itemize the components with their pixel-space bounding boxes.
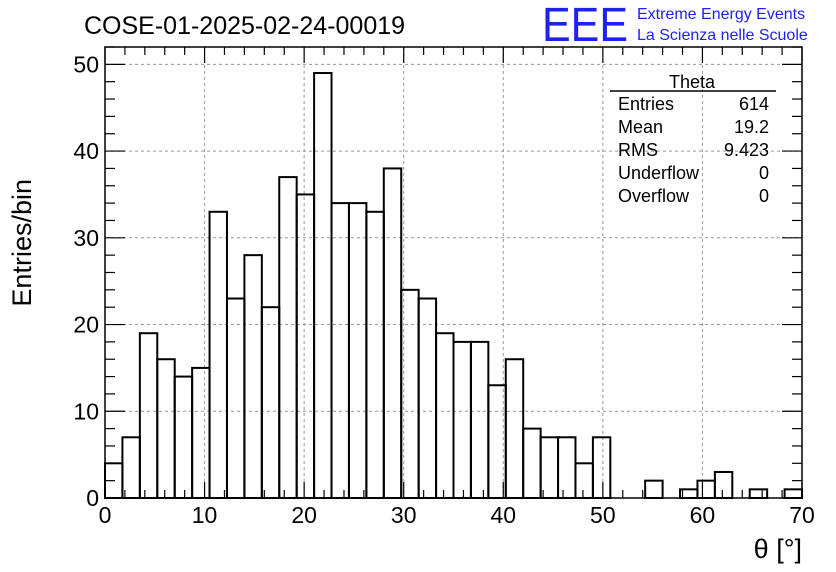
histogram-bin xyxy=(574,462,594,499)
histogram-bin xyxy=(504,358,525,499)
stats-label: Underflow xyxy=(618,163,700,183)
x-tick-label: 70 xyxy=(789,502,815,528)
histogram-bin xyxy=(121,436,141,499)
histogram-bin xyxy=(539,436,560,499)
histogram-bin xyxy=(644,479,664,499)
eee-logo: EEE Extreme Energy Events La Scienza nel… xyxy=(542,0,808,52)
histogram-bin xyxy=(591,436,612,499)
histogram-bin xyxy=(469,340,490,499)
y-axis-label: Entries/bin xyxy=(7,179,37,307)
histogram-bin xyxy=(313,72,333,500)
x-tick-label: 60 xyxy=(690,502,716,528)
histogram-bin xyxy=(382,167,403,500)
logo-line2: La Scienza nelle Scuole xyxy=(637,27,808,44)
plot-frame xyxy=(104,46,803,499)
histogram-bin xyxy=(225,297,246,499)
chart-title: COSE-01-2025-02-24-00019 xyxy=(84,12,405,40)
stats-value: 0 xyxy=(759,186,769,206)
stats-label: RMS xyxy=(618,140,658,160)
x-tick-label: 10 xyxy=(192,502,218,528)
y-tick-label: 50 xyxy=(73,51,99,77)
histogram-bin xyxy=(330,202,350,499)
y-tick-label: 0 xyxy=(86,485,99,511)
histogram-bin xyxy=(417,297,438,499)
tick-labels: 0 10 20 30 40 50 60 70 0 10 20 30 40 50 xyxy=(73,51,814,528)
stats-box: Theta Entries 614 Mean 19.2 RMS 9.423 Un… xyxy=(610,72,776,206)
y-tick-label: 20 xyxy=(73,312,99,338)
x-axis-label: θ [°] xyxy=(754,534,802,564)
histogram-bin xyxy=(278,176,298,499)
histogram-bin xyxy=(260,306,281,500)
histogram-bin xyxy=(400,288,420,499)
histogram-bin xyxy=(156,358,176,499)
histogram-bin xyxy=(365,210,385,500)
y-tick-label: 10 xyxy=(73,398,99,424)
x-tick-label: 30 xyxy=(391,502,417,528)
logo-eee: EEE xyxy=(542,0,628,52)
stats-value: 0 xyxy=(759,163,769,183)
y-tick-label: 40 xyxy=(73,138,99,164)
histogram-bin xyxy=(783,488,804,500)
histogram-bin xyxy=(138,332,159,500)
histogram-bin xyxy=(522,427,542,499)
histogram-bin xyxy=(295,193,316,499)
stats-value: 614 xyxy=(739,94,769,114)
stats-value: 19.2 xyxy=(734,117,769,137)
histogram-bin xyxy=(435,332,455,500)
x-tick-label: 50 xyxy=(590,502,616,528)
histogram-bin xyxy=(347,202,368,499)
histogram-bin xyxy=(191,366,211,499)
histogram-bin xyxy=(557,436,577,499)
histogram-bin xyxy=(696,479,716,499)
histogram-bin xyxy=(713,470,734,500)
y-tick-label: 30 xyxy=(73,225,99,251)
stats-value: 9.423 xyxy=(724,140,769,160)
stats-title: Theta xyxy=(669,72,716,92)
x-tick-label: 40 xyxy=(490,502,516,528)
histogram-bin xyxy=(748,488,769,500)
histogram-bin xyxy=(452,340,472,499)
stats-label: Overflow xyxy=(618,186,690,206)
x-tick-label: 20 xyxy=(291,502,317,528)
stats-label: Mean xyxy=(618,117,663,137)
histogram-bin xyxy=(243,254,263,499)
stats-label: Entries xyxy=(618,94,674,114)
x-tick-label: 0 xyxy=(99,502,112,528)
histogram-bars xyxy=(104,72,804,500)
logo-line1: Extreme Energy Events xyxy=(637,6,805,23)
histogram-bin xyxy=(173,375,194,500)
histogram-bin xyxy=(208,210,228,500)
